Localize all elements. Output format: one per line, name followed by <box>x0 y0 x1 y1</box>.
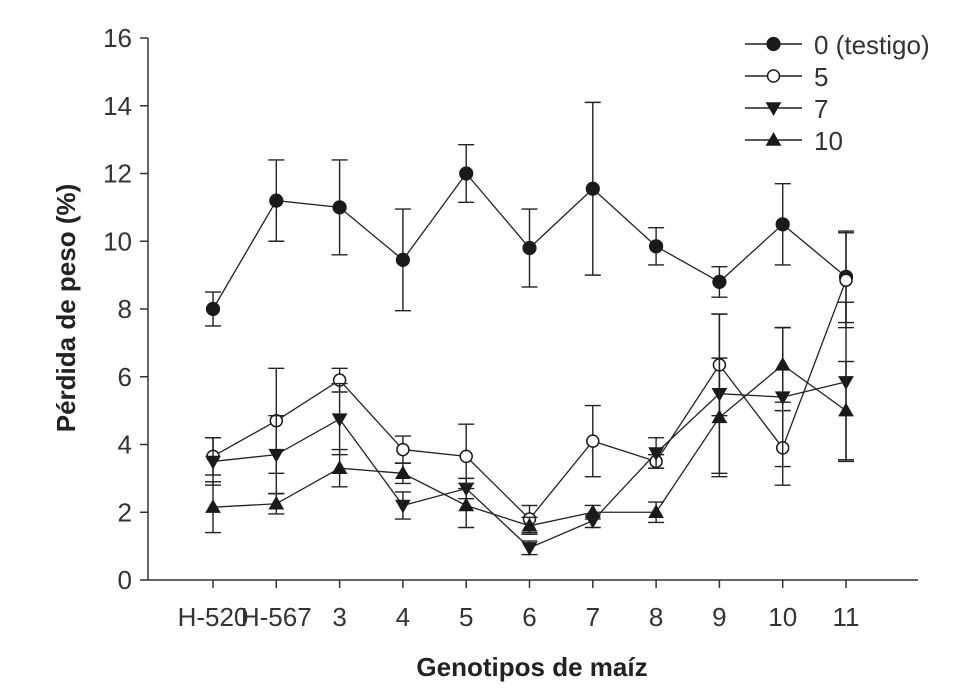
series-line <box>212 279 847 520</box>
data-point <box>396 442 410 457</box>
data-point <box>711 409 728 424</box>
data-point <box>712 274 727 289</box>
legend-label: 10 <box>814 126 843 156</box>
y-tick-label: 0 <box>118 565 132 595</box>
data-point <box>839 273 853 287</box>
legend-entry: 0 (testigo) <box>745 30 930 60</box>
data-point <box>331 413 348 428</box>
legend-entry: 10 <box>745 126 843 156</box>
series-layer <box>205 101 854 556</box>
legend-entry: 7 <box>745 94 828 124</box>
legend-entry: 5 <box>745 62 828 92</box>
data-point <box>268 495 285 510</box>
y-tick-label: 16 <box>103 23 132 53</box>
x-tick-label: 9 <box>712 602 726 632</box>
x-tick-label: 10 <box>768 602 797 632</box>
legend-label: 7 <box>814 94 828 124</box>
y-tick-label: 2 <box>118 497 132 527</box>
data-point <box>395 499 411 514</box>
data-point <box>331 460 348 474</box>
x-tick-label: H-567 <box>241 602 312 632</box>
data-point <box>395 465 411 480</box>
series-3 <box>205 326 854 535</box>
x-axis-title: Genotipos de maíz <box>416 652 647 682</box>
data-point <box>205 499 221 513</box>
data-point <box>521 542 538 556</box>
y-axis-title: Pérdida de peso (%) <box>51 184 81 433</box>
data-point <box>459 449 473 464</box>
x-tick-label: 4 <box>396 602 410 632</box>
y-tick-label: 10 <box>103 226 132 256</box>
x-tick-label: 7 <box>586 602 600 632</box>
y-tick-label: 14 <box>103 91 132 121</box>
legend-marker <box>765 131 782 146</box>
x-tick-label: H-520 <box>178 602 249 632</box>
y-tick-label: 6 <box>118 362 132 392</box>
data-point <box>268 448 285 463</box>
y-tick-label: 4 <box>118 430 132 460</box>
data-point <box>584 504 601 518</box>
data-point <box>205 301 221 317</box>
data-point <box>648 504 664 518</box>
y-tick-label: 8 <box>118 294 132 324</box>
x-tick-label: 8 <box>649 602 663 632</box>
series-0 <box>205 101 854 327</box>
legend-marker <box>766 69 781 83</box>
data-point <box>521 517 538 532</box>
data-point <box>775 217 790 232</box>
x-tick-label: 3 <box>332 602 346 632</box>
series-line <box>212 364 847 527</box>
x-tick-label: 5 <box>459 602 473 632</box>
x-tick-label: 6 <box>522 602 536 632</box>
data-point <box>458 497 475 512</box>
data-point <box>648 447 664 461</box>
data-point <box>205 455 221 470</box>
data-point <box>586 434 600 448</box>
legend-marker <box>766 36 781 52</box>
data-point <box>395 252 410 267</box>
data-point <box>332 200 347 215</box>
legend-label: 5 <box>814 62 828 92</box>
data-point <box>774 356 791 371</box>
legend-label: 0 (testigo) <box>814 30 930 60</box>
data-point <box>648 239 664 254</box>
y-tick-label: 12 <box>103 159 132 189</box>
data-point <box>459 166 474 181</box>
data-point <box>269 193 284 208</box>
data-point <box>522 240 537 256</box>
data-point <box>585 181 600 196</box>
x-tick-label: 11 <box>833 602 860 632</box>
data-point <box>838 402 854 417</box>
legend-marker <box>765 102 782 117</box>
